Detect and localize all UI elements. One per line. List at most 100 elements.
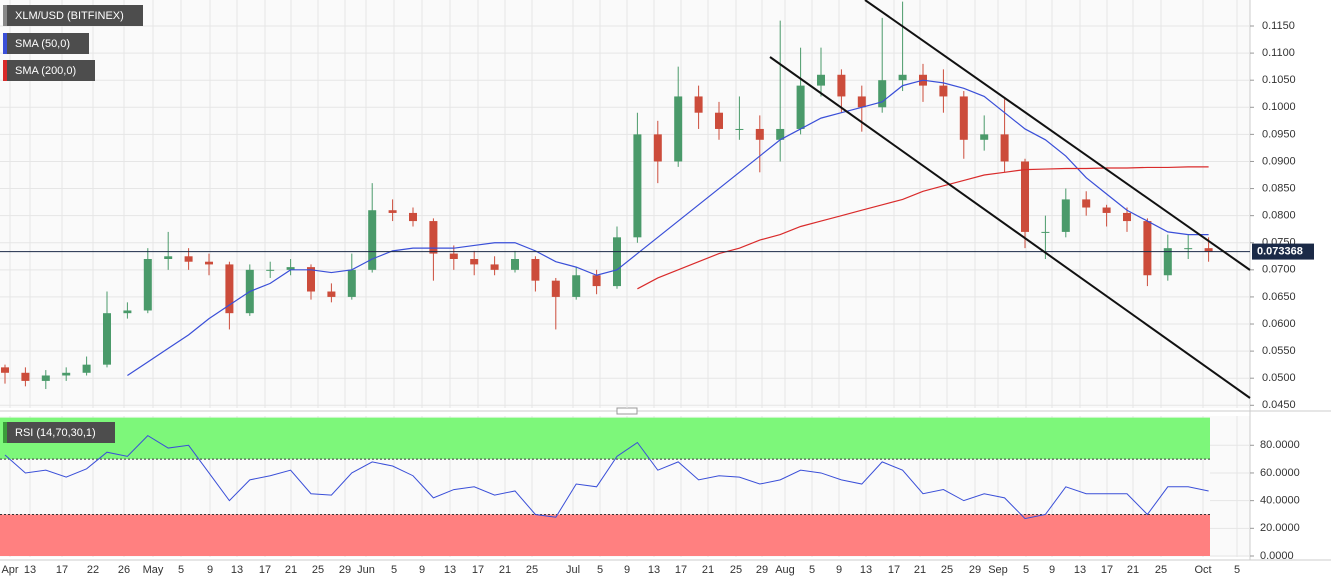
legend-title: RSI (14,70,30,1): [15, 427, 96, 439]
y-tick-label: 0.1000: [1262, 101, 1296, 113]
x-tick-label: Aug: [775, 564, 795, 576]
candle-body: [307, 267, 315, 292]
x-tick-label: Jun: [357, 564, 375, 576]
y-tick-label: 20.0000: [1260, 522, 1300, 534]
x-tick-label: 13: [648, 564, 660, 576]
legend-title: XLM/USD (BITFINEX): [15, 10, 124, 22]
x-tick-label: 21: [499, 564, 511, 576]
candle-body: [633, 134, 642, 238]
x-tick-label: 13: [24, 564, 36, 576]
x-tick-label: 17: [1101, 564, 1113, 576]
y-tick-label: 40.0000: [1260, 495, 1300, 507]
x-tick-label: 29: [339, 564, 351, 576]
y-tick-label: 0.0900: [1262, 155, 1296, 167]
x-tick-label: Oct: [1194, 564, 1211, 576]
candle-body: [551, 280, 560, 297]
legend-swatch: [3, 60, 7, 81]
x-tick-label: 5: [391, 564, 397, 576]
legend: XLM/USD (BITFINEX) SMA (50,0) SMA (200,0…: [3, 5, 143, 81]
pane-handle[interactable]: [616, 407, 638, 415]
y-tick-label: 0.0450: [1262, 399, 1296, 411]
candle-body: [347, 269, 356, 297]
y-tick-label: 60.0000: [1260, 467, 1300, 479]
x-tick-label: 13: [444, 564, 456, 576]
x-tick-label: 9: [1049, 564, 1055, 576]
overbought-zone: [0, 417, 1210, 460]
candle-body: [123, 310, 132, 314]
trendline: [769, 56, 1251, 399]
candle-body: [1, 367, 9, 373]
candle-body: [755, 128, 764, 140]
candle-body: [21, 372, 30, 381]
candle-body: [898, 74, 907, 81]
candle-body: [572, 275, 581, 297]
legend-swatch: [3, 33, 7, 54]
candle-body: [266, 269, 275, 271]
y-tick-label: 0.1150: [1262, 20, 1295, 32]
candle-body: [674, 96, 683, 162]
legend-box: [3, 422, 115, 443]
candle-body: [1082, 199, 1091, 208]
candle-body: [429, 221, 438, 254]
x-tick-label: 5: [1234, 564, 1240, 576]
candle-body: [531, 258, 540, 281]
x-tick-label: Apr: [1, 564, 18, 576]
candle-body: [225, 264, 234, 314]
candle-body: [286, 267, 295, 270]
candle-body: [205, 261, 213, 265]
x-tick-label: 5: [1023, 564, 1029, 576]
candle-body: [388, 210, 397, 213]
x-tick-label: 25: [526, 564, 538, 576]
x-tick-label: 25: [730, 564, 742, 576]
legend-box: [3, 33, 89, 54]
candle-body: [980, 134, 989, 140]
legend-box: [3, 60, 95, 81]
legend-box: [3, 5, 143, 26]
marks: [0, 1, 1250, 520]
x-tick-label: 21: [914, 564, 926, 576]
x-tick-label: 9: [207, 564, 213, 576]
candle-body: [409, 212, 417, 222]
x-tick-label: 13: [1074, 564, 1086, 576]
x-tick-label: 22: [87, 564, 99, 576]
candle-body: [41, 375, 50, 381]
candle-body: [164, 256, 173, 259]
candle-body: [449, 253, 458, 259]
y-tick-label: 0.0500: [1262, 372, 1296, 384]
candle-body: [959, 96, 968, 140]
oversold-zone: [0, 514, 1210, 556]
x-tick-label: 5: [178, 564, 184, 576]
x-tick-label: 5: [597, 564, 603, 576]
candle-body: [1143, 221, 1152, 276]
candle-body: [1123, 212, 1131, 222]
legend-swatch: [3, 5, 7, 26]
candle-body: [143, 258, 152, 311]
rsi-line: [4, 434, 1209, 520]
candle-body: [1021, 161, 1029, 232]
candle-body: [653, 134, 662, 162]
candle-body: [327, 291, 336, 297]
legend-label: SMA (50,0): [15, 38, 70, 50]
x-tick-label: 17: [675, 564, 687, 576]
candle-body: [817, 74, 825, 86]
x-tick-label: 5: [809, 564, 815, 576]
y-tick-label: 0.1050: [1262, 74, 1296, 86]
x-tick-label: 17: [888, 564, 900, 576]
x-tick-label: 25: [312, 564, 324, 576]
grid: [0, 0, 1250, 557]
candle-body: [857, 96, 866, 108]
price-pane: [0, 0, 1250, 408]
candle-body: [511, 258, 519, 270]
candle-body: [735, 128, 744, 130]
candle-body: [796, 85, 805, 129]
labels: Apr 13 17 22 26 May 5 9 13 17 21 25 29 Jun 5 9 13 17 21 25 J…: [1, 20, 1314, 576]
legend-label: SMA (200,0): [15, 65, 76, 77]
y-tick-label: 0.1100: [1262, 47, 1295, 59]
x-tick-label: 9: [836, 564, 842, 576]
x-tick-label: 21: [285, 564, 297, 576]
candle-body: [1184, 248, 1193, 250]
y-tick-label: 0.0000: [1260, 550, 1294, 562]
y-tick-label: 0.0650: [1262, 291, 1296, 303]
y-tick-label: 0.0850: [1262, 182, 1296, 194]
sma-line: [637, 166, 1209, 290]
